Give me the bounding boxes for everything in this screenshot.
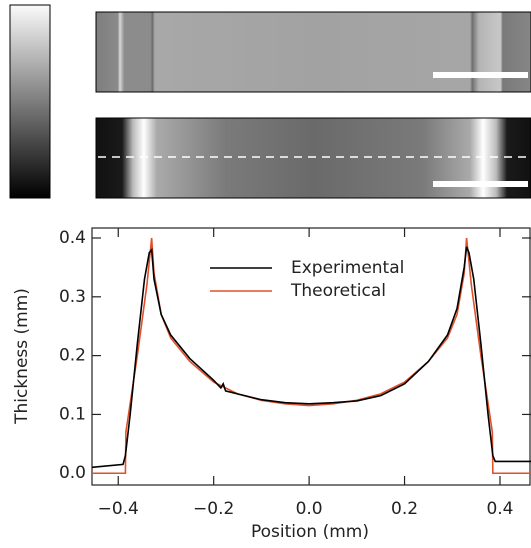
y-tick-label: 0.4 [59,228,86,248]
y-tick-label: 0.3 [59,287,86,307]
y-tick-label: 0.2 [59,346,86,366]
x-tick-label: −0.4 [98,499,139,519]
legend-label: Experimental [291,258,404,278]
data-line [92,247,531,468]
x-tick-label: 0.4 [486,499,513,519]
figure: Position (mm) Thickness (mm) −0.4 −0.2 0.0… [0,0,531,544]
colorbar [10,5,50,198]
x-axis-label: Position (mm) [251,522,369,542]
y-tick-label: 0.1 [59,404,86,424]
x-tick-label: −0.2 [193,499,234,519]
page: {"chart_data": {"type": "line", "xlabel"… [0,0,531,548]
scale-bar [433,181,528,187]
top-image [96,12,531,92]
x-tick-label: 0.2 [391,499,418,519]
legend-label: Theoretical [290,281,386,301]
scale-bar [433,72,528,78]
x-tick-label: 0.0 [296,499,323,519]
y-tick-label: 0.0 [59,463,86,483]
y-axis-label: Thickness (mm) [12,288,32,425]
plot: Position (mm) Thickness (mm) [12,228,530,542]
